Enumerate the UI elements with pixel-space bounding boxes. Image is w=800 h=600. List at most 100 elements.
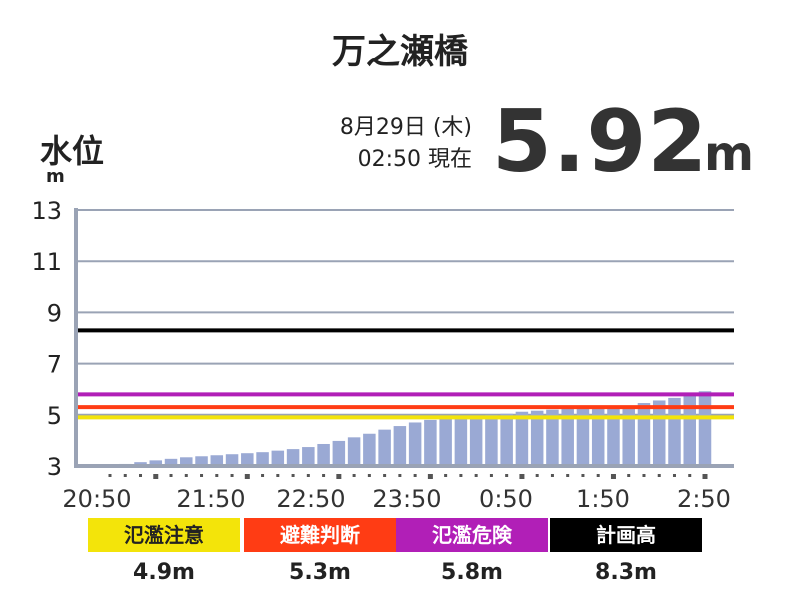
legend-value: 5.8m (441, 560, 503, 585)
bar (302, 447, 315, 466)
x-tick-mark (336, 474, 342, 479)
x-tick-mark (184, 474, 188, 477)
bar (210, 455, 224, 466)
bar (225, 454, 239, 466)
current-water-level-unit: m (704, 126, 755, 182)
legend-item: 氾濫危険 (396, 518, 548, 552)
x-tick-mark (200, 474, 204, 477)
x-tick-mark (550, 474, 554, 477)
x-tick-mark (230, 474, 234, 477)
x-tick-label: 21:50 (176, 485, 245, 513)
x-tick-mark (672, 474, 676, 477)
x-tick-mark (657, 474, 661, 477)
bar (454, 416, 468, 466)
bar (256, 452, 269, 466)
y-axis-label: 水位 (40, 132, 105, 170)
bar (164, 458, 178, 466)
x-tick-mark (566, 474, 570, 477)
bar (347, 437, 361, 466)
x-tick-mark (474, 474, 478, 477)
x-tick-mark (383, 474, 387, 477)
legend-value: 5.3m (289, 560, 351, 585)
x-tick-mark (610, 474, 616, 479)
x-tick-label: 2:50 (677, 485, 731, 513)
x-tick-mark (153, 474, 159, 479)
x-tick-label: 20:50 (62, 485, 131, 513)
bar (424, 419, 437, 466)
x-tick-mark (427, 474, 433, 479)
bar (378, 429, 391, 466)
x-tick-mark (535, 474, 539, 477)
bar (515, 411, 529, 466)
x-tick-mark (123, 474, 127, 477)
legend-value: 4.9m (133, 560, 195, 585)
x-tick-mark (108, 474, 112, 477)
x-tick-mark (398, 474, 402, 477)
bar (546, 409, 559, 466)
y-tick-label: 7 (47, 351, 62, 379)
x-tick-mark (322, 474, 326, 477)
y-axis-unit: m (46, 166, 65, 187)
x-tick-mark (444, 474, 448, 477)
bar (439, 417, 452, 466)
legend-item: 氾濫注意 (88, 518, 240, 552)
bar (668, 397, 681, 466)
legend-value: 8.3m (595, 560, 657, 585)
bar (561, 408, 574, 466)
bar (652, 400, 666, 466)
x-tick-label: 0:50 (479, 485, 533, 513)
bar (363, 433, 376, 466)
y-tick-label: 9 (47, 299, 62, 327)
bar (591, 407, 605, 466)
legend-item: 計画高 (550, 518, 702, 552)
x-tick-mark (596, 474, 600, 477)
x-tick-label: 22:50 (276, 485, 345, 513)
y-tick-label: 11 (31, 248, 62, 276)
x-tick-mark (459, 474, 463, 477)
bar (698, 391, 712, 466)
legend-item: 避難判断 (244, 518, 396, 552)
x-tick-mark (489, 474, 493, 477)
x-tick-label: 23:50 (372, 485, 441, 513)
current-water-level: 5.92 (492, 92, 709, 192)
x-tick-mark (688, 474, 692, 477)
bar (271, 450, 285, 466)
observation-time: 02:50 現在 (357, 147, 472, 172)
bar (637, 403, 651, 466)
x-tick-mark (505, 474, 509, 477)
x-tick-mark (139, 474, 143, 477)
x-tick-mark (519, 474, 525, 479)
x-tick-mark (627, 474, 631, 477)
bar (332, 440, 346, 466)
bar (622, 405, 635, 466)
y-tick-label: 13 (31, 197, 62, 225)
bar (195, 456, 208, 466)
x-tick-mark (261, 474, 265, 477)
x-tick-mark (367, 474, 371, 477)
bar (469, 415, 483, 466)
bar (485, 414, 498, 466)
y-tick-label: 3 (47, 453, 62, 481)
bar (576, 408, 590, 466)
x-tick-mark (215, 474, 219, 477)
x-tick-mark (702, 474, 708, 479)
bar (149, 460, 163, 466)
observation-datetime: 8月29日 (木) 02:50 現在 (340, 112, 472, 176)
y-tick-label: 5 (47, 402, 62, 430)
bar (683, 394, 696, 466)
bar (393, 426, 407, 466)
bar (500, 413, 513, 466)
bar (180, 457, 193, 466)
bar (317, 443, 330, 466)
bar (530, 410, 544, 466)
x-tick-mark (306, 474, 310, 477)
x-tick-mark (291, 474, 295, 477)
x-tick-mark (276, 474, 280, 477)
x-tick-mark (169, 474, 173, 477)
bar (607, 407, 620, 466)
x-tick-label: 1:50 (576, 485, 630, 513)
observation-date: 8月29日 (木) (339, 115, 472, 140)
bar (408, 422, 422, 466)
x-tick-mark (352, 474, 356, 477)
